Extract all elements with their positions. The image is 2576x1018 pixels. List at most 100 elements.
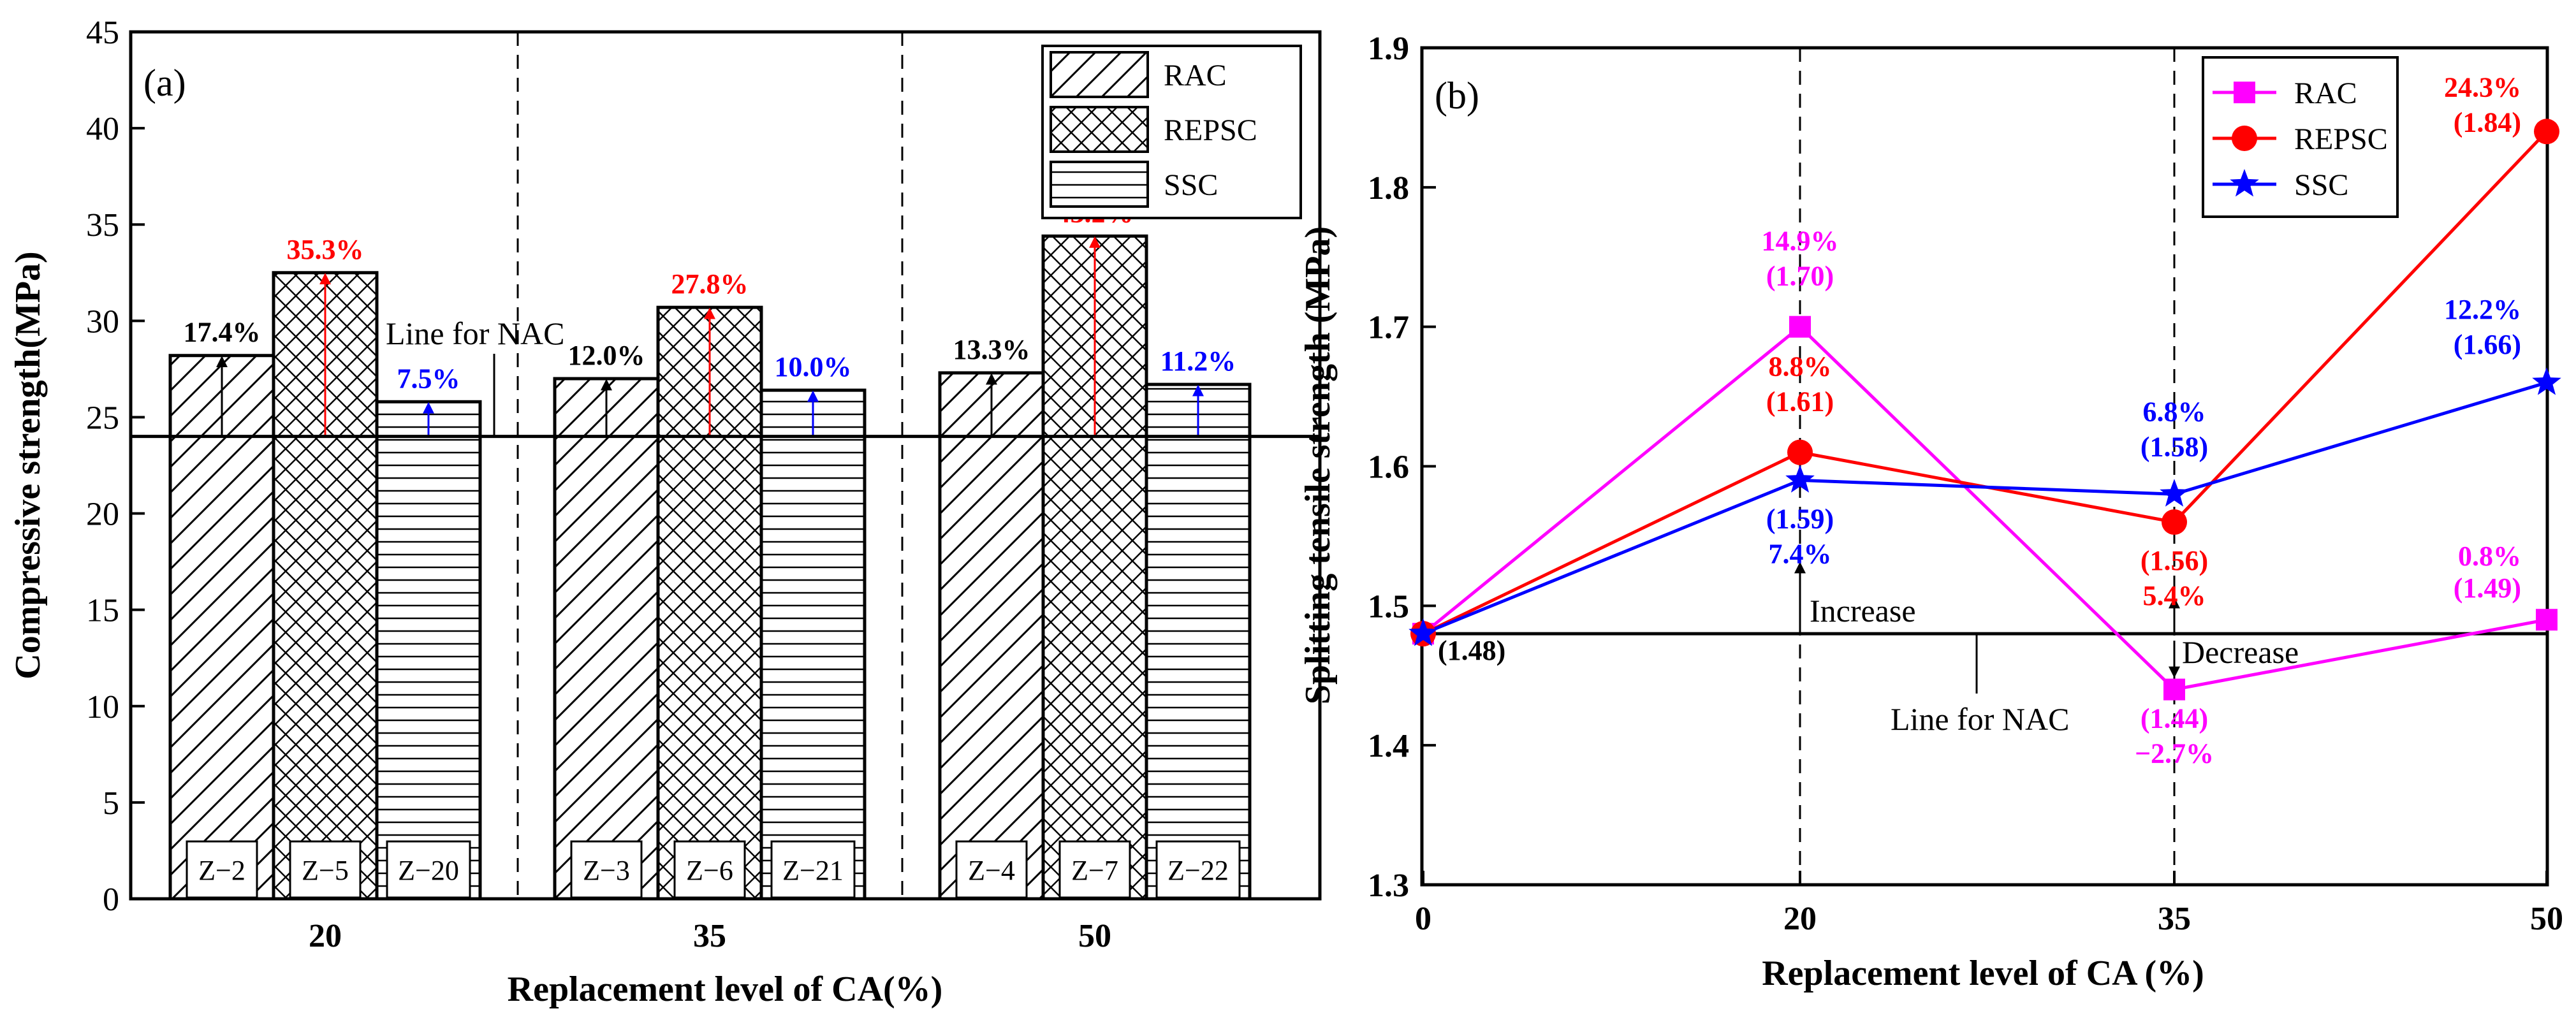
data-label-value: (1.84) <box>2454 106 2521 138</box>
data-label-pct: 5.4% <box>2143 580 2206 611</box>
panel-b-label: (b) <box>1435 75 1479 117</box>
data-label-value: (1.70) <box>1766 261 1834 292</box>
specimen-label: Z−20 <box>398 855 459 886</box>
panel-a-ytick-label: 0 <box>103 882 119 918</box>
panel-a-increase-label: 35.3% <box>287 234 364 265</box>
data-label-pct: 24.3% <box>2444 71 2521 103</box>
panel-a-label: (a) <box>143 62 186 104</box>
specimen-label: Z−5 <box>302 855 349 886</box>
specimen-box <box>1058 840 1131 899</box>
legend-label-repsc: REPSC <box>1164 113 1257 147</box>
bar-rac-35 <box>553 377 660 901</box>
legend-marker-repsc <box>2232 126 2257 151</box>
point-ssc-20 <box>1785 465 1815 493</box>
panel-b-ytick-label: 1.7 <box>1368 310 1409 346</box>
panel-a-ytick-label: 30 <box>86 303 119 340</box>
panel-b-ytick-label: 1.8 <box>1368 170 1409 207</box>
panel-a-ytick-label: 25 <box>86 400 119 436</box>
data-label-pct: 8.8% <box>1769 351 1832 382</box>
data-label-value: (1.61) <box>1766 386 1834 418</box>
specimen-box <box>386 840 471 899</box>
point-ssc-50 <box>2532 367 2561 395</box>
panel-a-ytick-label: 20 <box>86 497 119 533</box>
data-label-value: (1.58) <box>2141 431 2208 462</box>
point-rac-20 <box>1789 316 1811 338</box>
panel-a-ytick-label: 45 <box>86 15 119 51</box>
series-line-rac <box>1422 324 2547 692</box>
specimen-box <box>955 840 1028 899</box>
panel-b-xtick-label: 50 <box>2530 901 2563 937</box>
data-label-pct: 14.9% <box>1762 226 1839 257</box>
data-label-pct: 7.4% <box>1769 538 1832 569</box>
data-label-pct: 12.2% <box>2444 294 2521 325</box>
panel-b-ytick-label: 1.3 <box>1368 868 1409 904</box>
specimen-box <box>1155 840 1241 899</box>
panel-a-legend: RAC REPSC SSC <box>1041 45 1302 219</box>
specimen-label: Z−3 <box>583 855 630 886</box>
bar-rac-50 <box>938 371 1045 901</box>
specimen-box <box>186 840 258 899</box>
specimen-label: Z−21 <box>782 855 844 886</box>
panel-a-increase-label: 27.8% <box>671 268 749 300</box>
data-label-value: (1.44) <box>2141 703 2208 734</box>
legend-label-ssc: SSC <box>1164 168 1218 202</box>
panel-a-increase-label: 10.0% <box>775 351 852 382</box>
legend-marker-rac <box>2234 82 2255 103</box>
specimen-box <box>570 840 643 899</box>
panel-a-increase-label: 13.3% <box>953 334 1030 365</box>
panel-a-xtick-label: 35 <box>693 918 726 954</box>
legend-swatch-rac <box>1050 51 1149 98</box>
legend-label-ssc: SSC <box>2294 168 2348 202</box>
legend-marker-ssc <box>2230 169 2259 197</box>
specimen-box <box>770 840 856 899</box>
data-label-value: (1.49) <box>2454 572 2521 604</box>
specimen-label: Z−6 <box>686 855 733 886</box>
bar-ssc-20 <box>375 400 482 901</box>
panel-b-xtick-label: 0 <box>1415 901 1431 937</box>
panel-a-ylabel: Compressive strength(MPa) <box>8 251 48 679</box>
panel-b-xtick-label: 20 <box>1783 901 1817 937</box>
point-ssc-0 <box>1409 618 1438 646</box>
panel-b-ytick-label: 1.6 <box>1368 449 1409 486</box>
data-label-pct: −2.7% <box>2135 738 2214 769</box>
panel-b-ytick-label: 1.4 <box>1368 728 1409 764</box>
panel-b-ytick-label: 1.5 <box>1368 588 1409 625</box>
panel-a-increase-label: 17.4% <box>184 317 261 348</box>
data-label-pct: 6.8% <box>2143 396 2206 427</box>
data-label-pct: 0.8% <box>2458 541 2521 572</box>
point-rac-35 <box>2163 678 2185 701</box>
panel-a-xtick-label: 20 <box>309 918 342 954</box>
panel-a-compressive-strength: (a) Compressive strength(MPa) Replacemen… <box>8 15 1322 1009</box>
panel-b-xlabel: Replacement level of CA (%) <box>1762 954 2204 993</box>
data-label-value: (1.59) <box>1766 503 1834 534</box>
panel-a-increase-label: 12.0% <box>568 340 645 371</box>
panel-a-ytick-label: 5 <box>103 785 119 822</box>
specimen-label: Z−4 <box>968 855 1015 886</box>
panel-a-increase-label: 11.2% <box>1160 345 1236 377</box>
legend-swatch-repsc <box>1050 106 1149 153</box>
panel-b-xtick-label: 35 <box>2158 901 2191 937</box>
legend-label-rac: RAC <box>2294 76 2357 110</box>
data-label-value: (1.56) <box>2141 545 2208 576</box>
data-label-value: (1.66) <box>2454 329 2521 360</box>
panel-a-xtick-label: 50 <box>1078 918 1111 954</box>
specimen-label: Z−7 <box>1071 855 1118 886</box>
panel-a-nac-reference-label: Line for NAC <box>386 316 565 351</box>
specimen-box <box>673 840 746 899</box>
panel-a-ytick-label: 10 <box>86 689 119 725</box>
point-repsc-35 <box>2162 509 2187 535</box>
panel-b-ylabel: Splitting tensile strength (MPa) <box>1298 226 1338 704</box>
bar-rac-20 <box>168 354 275 901</box>
point-repsc-20 <box>1787 439 1813 465</box>
bar-ssc-50 <box>1145 382 1252 901</box>
panel-b-ytick-label: 1.9 <box>1368 31 1409 67</box>
panel-a-ytick-label: 35 <box>86 207 119 244</box>
legend-swatch-ssc <box>1050 161 1149 208</box>
specimen-label: Z−2 <box>198 855 245 886</box>
bar-ssc-35 <box>759 388 867 901</box>
point-ssc-35 <box>2160 479 2189 507</box>
panel-a-ytick-label: 40 <box>86 111 119 147</box>
point-repsc-50 <box>2534 119 2559 145</box>
panel-b-legend: RAC REPSC SSC <box>2202 56 2399 218</box>
